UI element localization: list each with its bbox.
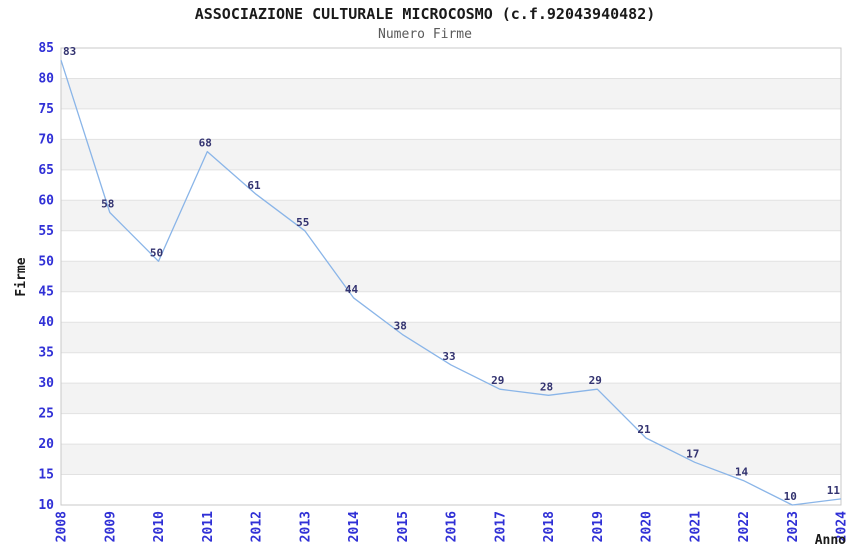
y-axis-tick-label: 45 xyxy=(38,285,54,300)
data-point-label: 17 xyxy=(686,447,699,460)
chart-title: ASSOCIAZIONE CULTURALE MICROCOSMO (c.f.9… xyxy=(194,5,656,23)
y-axis-tick-label: 20 xyxy=(38,437,54,452)
x-axis-tick-label: 2010 xyxy=(152,511,167,542)
x-axis-tick-label: 2023 xyxy=(786,511,801,542)
plot-band xyxy=(61,383,841,414)
data-point-label: 38 xyxy=(394,319,407,332)
y-axis-tick-label: 50 xyxy=(38,254,54,269)
y-axis-tick-label: 15 xyxy=(38,468,54,483)
chart-subtitle: Numero Firme xyxy=(378,27,472,42)
y-axis-tick-label: 25 xyxy=(38,407,54,422)
data-point-label: 10 xyxy=(784,490,797,503)
data-point-label: 28 xyxy=(540,380,553,393)
data-point-label: 50 xyxy=(150,246,163,259)
x-axis-title: Anno xyxy=(815,533,846,548)
data-point-label: 55 xyxy=(296,216,309,229)
data-point-label: 58 xyxy=(101,198,114,211)
data-point-label: 61 xyxy=(247,179,261,192)
plot-band xyxy=(61,322,841,353)
x-axis-tick-label: 2014 xyxy=(347,511,362,542)
x-axis-tick-label: 2009 xyxy=(103,511,118,542)
data-point-label: 83 xyxy=(63,45,76,58)
y-axis-tick-label: 65 xyxy=(38,163,54,178)
x-axis-tick-label: 2008 xyxy=(55,511,70,542)
data-point-label: 68 xyxy=(199,137,212,150)
x-axis-tick-label: 2012 xyxy=(250,511,265,542)
y-axis-tick-label: 75 xyxy=(38,102,54,117)
x-axis-tick-label: 2019 xyxy=(591,511,606,542)
y-axis-tick-label: 70 xyxy=(38,132,54,147)
data-point-label: 44 xyxy=(345,283,359,296)
data-point-label: 29 xyxy=(589,374,602,387)
plot-band xyxy=(61,444,841,475)
x-axis-tick-label: 2024 xyxy=(835,511,850,542)
data-point-label: 14 xyxy=(735,466,749,479)
plot-band xyxy=(61,78,841,109)
plot-band xyxy=(61,261,841,292)
x-axis-tick-label: 2018 xyxy=(542,511,557,542)
x-axis-tick-label: 2021 xyxy=(688,511,703,542)
plot-frame xyxy=(60,47,842,506)
y-axis-tick-label: 30 xyxy=(38,376,54,391)
y-axis-tick-label: 60 xyxy=(38,193,54,208)
y-axis-tick-label: 55 xyxy=(38,224,54,239)
x-axis-tick-label: 2020 xyxy=(640,511,655,542)
y-axis-tick-label: 40 xyxy=(38,315,54,330)
y-axis-tick-label: 35 xyxy=(38,346,54,361)
y-axis-tick-label: 10 xyxy=(38,498,54,513)
x-axis-tick-label: 2013 xyxy=(298,511,313,542)
y-axis-tick-label: 85 xyxy=(38,41,54,56)
plot-band xyxy=(61,200,841,231)
data-point-label: 11 xyxy=(827,484,841,497)
x-axis-tick-label: 2016 xyxy=(445,511,460,542)
data-point-label: 29 xyxy=(491,374,504,387)
x-axis-tick-label: 2017 xyxy=(493,511,508,542)
firme-line-series xyxy=(60,60,842,506)
x-axis-tick-label: 2022 xyxy=(737,511,752,542)
y-axis-tick-label: 80 xyxy=(38,72,54,87)
y-axis-title: Firme xyxy=(14,257,29,296)
plot-band xyxy=(61,139,841,170)
data-point-label: 33 xyxy=(442,350,455,363)
x-axis-tick-label: 2011 xyxy=(201,511,216,542)
x-axis-tick-label: 2015 xyxy=(396,511,411,542)
data-point-label: 21 xyxy=(637,423,651,436)
